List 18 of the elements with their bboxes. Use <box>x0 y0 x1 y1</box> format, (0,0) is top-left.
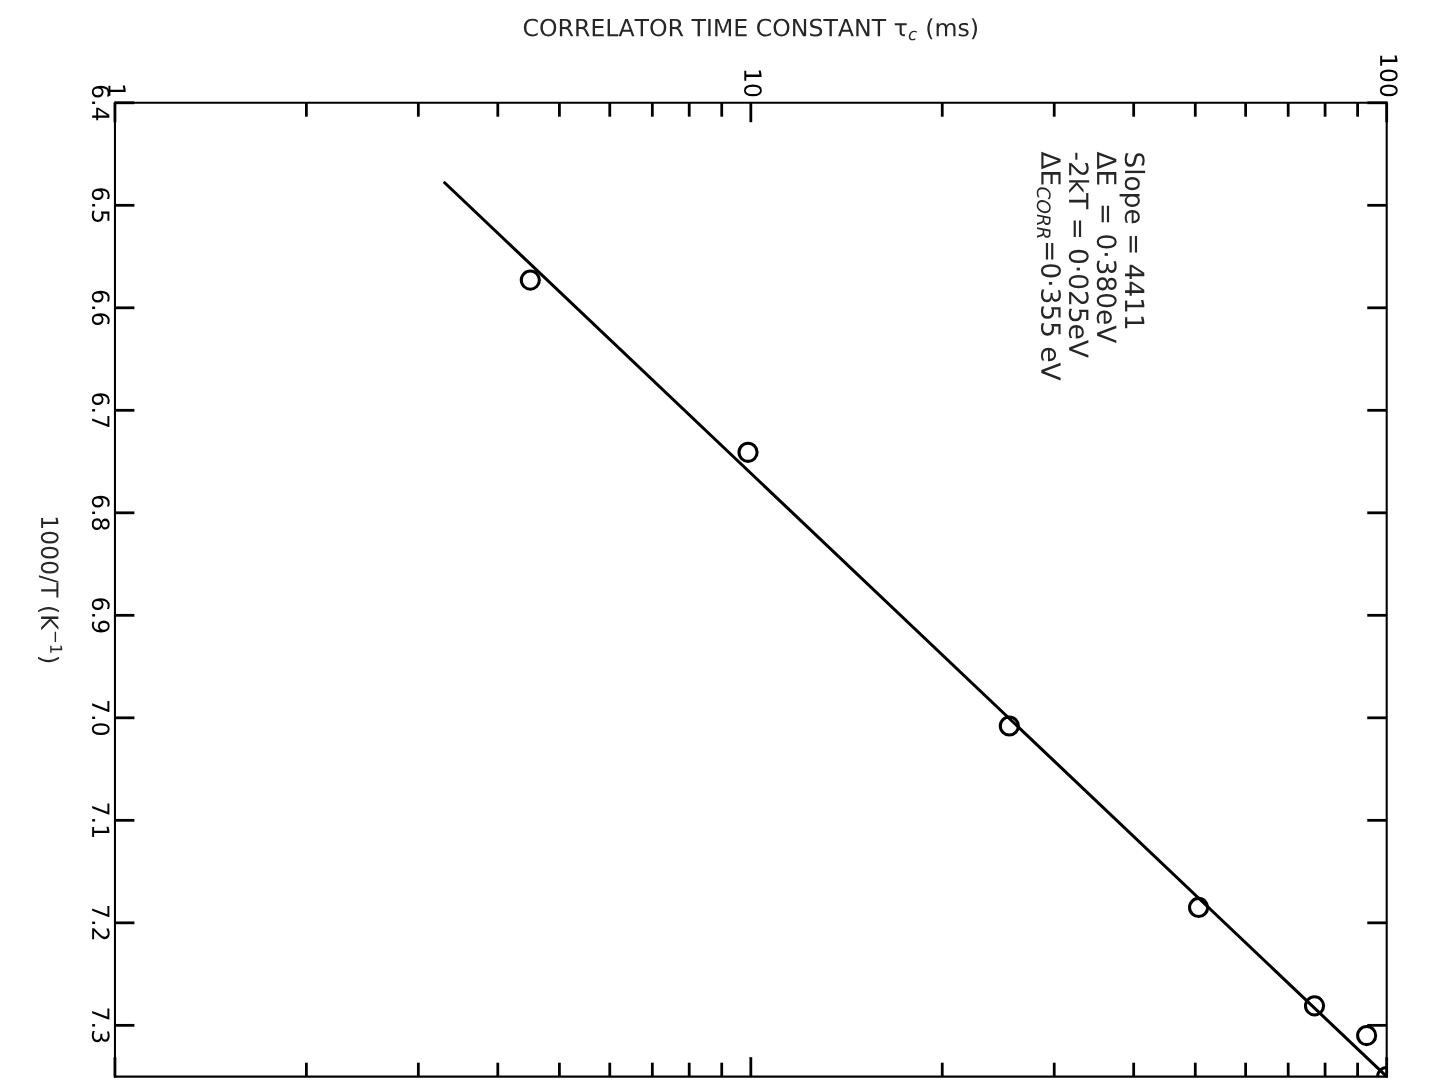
annotation: ΔE = 0·380eV <box>1096 151 1117 344</box>
x-axis-title: CORRELATOR TIME CONSTANT τ$_{c}$ (ms) <box>523 18 977 41</box>
x-tick-label: 100 <box>1379 55 1398 97</box>
y-axis-title: 1000/T (K$^{−1}$) <box>38 517 63 663</box>
y-tick-label: 6.9 <box>91 598 110 633</box>
y-tick-label: 7.0 <box>91 700 110 736</box>
y-tick-label: 6.5 <box>91 188 110 223</box>
y-tick-label: 6.6 <box>91 290 110 326</box>
annotation: -2kT = 0·025eV <box>1068 152 1090 358</box>
y-tick-label: 6.8 <box>91 495 110 530</box>
annotation: Slope = 4411 <box>1119 153 1146 329</box>
y-tick-label: 6.7 <box>91 393 110 428</box>
x-tick-label: 10 <box>743 70 762 97</box>
y-tick-label: 7.2 <box>92 905 110 940</box>
y-tick-label: 7.3 <box>91 1008 110 1043</box>
annotation: ΔE$_{CORR}$=0·355 eV <box>1036 151 1061 381</box>
y-tick-label: 7.1 <box>92 803 110 837</box>
y-tick-label: 6.4 <box>91 85 110 121</box>
